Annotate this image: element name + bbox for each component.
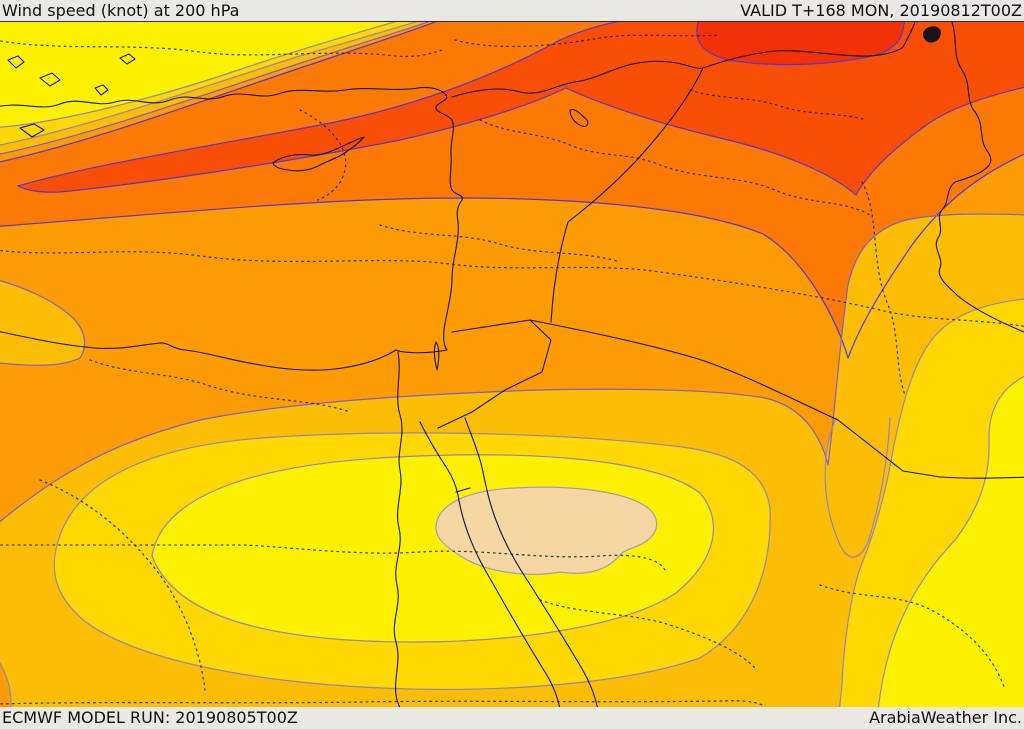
contour-line-east-gold bbox=[839, 298, 1024, 707]
border-syria-iraq bbox=[550, 67, 704, 323]
contour-line-nw-amber bbox=[0, 22, 430, 155]
contour-line-red-core bbox=[696, 22, 905, 66]
contour-line-west-amber-wedge bbox=[0, 279, 86, 366]
coastline-red-sea-east bbox=[464, 417, 598, 707]
island bbox=[19, 123, 45, 138]
lake-dead-sea bbox=[433, 341, 440, 371]
dotted-contours bbox=[0, 34, 1024, 706]
coastline-cyprus bbox=[272, 136, 365, 172]
contour-line-tongue bbox=[824, 417, 891, 558]
attribution-label: ArabiaWeather Inc. bbox=[869, 708, 1022, 727]
contour-line-se-yellow bbox=[877, 375, 1024, 707]
island bbox=[119, 53, 136, 65]
coastline-sinai-tip bbox=[455, 487, 471, 493]
contour-line-sw-corner bbox=[0, 662, 12, 707]
lake-assad bbox=[569, 109, 589, 127]
fill-band-red-orange-jet bbox=[18, 22, 1024, 195]
fill-wedge-nw-yellow bbox=[0, 22, 395, 128]
island bbox=[94, 84, 109, 96]
dotted-contour bbox=[0, 249, 1024, 327]
dotted-contour bbox=[39, 479, 206, 691]
border-saudi-uae bbox=[837, 419, 1024, 479]
contour-line-gold-ring bbox=[53, 432, 771, 690]
aegean-islands bbox=[7, 53, 136, 138]
dotted-contour bbox=[0, 40, 443, 58]
contour-line-dark-orange bbox=[0, 153, 1024, 359]
lake-van bbox=[923, 26, 941, 43]
dotted-contour bbox=[89, 359, 351, 413]
footer-bar: ECMWF MODEL RUN: 20190805T00Z ArabiaWeat… bbox=[0, 707, 1024, 729]
wind-speed-contour-map bbox=[0, 22, 1024, 707]
fill-tongue-amber bbox=[825, 418, 890, 558]
map-title: Wind speed (knot) at 200 hPa bbox=[2, 1, 240, 20]
border-turkey-ne bbox=[902, 22, 916, 48]
island bbox=[7, 55, 25, 69]
contour-line-nw-orange bbox=[0, 22, 437, 163]
dotted-contour bbox=[819, 584, 1006, 691]
coastline-red-sea-west bbox=[419, 421, 561, 707]
fill-minimum-cream bbox=[435, 487, 657, 575]
contour-line-center-yellow bbox=[151, 454, 714, 643]
dotted-contour bbox=[539, 599, 756, 669]
geography-lines bbox=[0, 22, 1024, 707]
coastline-persian-gulf bbox=[935, 181, 1024, 333]
dotted-contour bbox=[454, 34, 721, 48]
coastline-mediterranean bbox=[0, 86, 463, 371]
dotted-contour bbox=[0, 700, 763, 706]
contour-line-jet-upper bbox=[17, 22, 619, 187]
contour-line-jet-lower bbox=[17, 86, 1024, 196]
contour-line-cream-core bbox=[435, 486, 658, 575]
model-run-label: ECMWF MODEL RUN: 20190805T00Z bbox=[2, 708, 298, 727]
contour-line-nw-gold bbox=[0, 22, 418, 146]
valid-time-label: VALID T+168 MON, 20190812T00Z bbox=[740, 1, 1022, 20]
contour-boundaries bbox=[0, 22, 1024, 707]
fill-sw-corner-orange bbox=[0, 663, 11, 707]
header-bar: Wind speed (knot) at 200 hPa VALID T+168… bbox=[0, 0, 1024, 22]
contour-line-nw-yellow bbox=[0, 22, 397, 128]
fill-regions bbox=[0, 22, 1024, 707]
border-iran-iraq bbox=[951, 22, 992, 183]
dotted-contour bbox=[0, 544, 666, 571]
dotted-contour bbox=[379, 224, 621, 263]
dotted-contour bbox=[479, 119, 871, 216]
map-canvas bbox=[0, 22, 1024, 707]
river-nile bbox=[393, 351, 403, 707]
fill-band-red-core bbox=[696, 22, 905, 65]
contour-line-south-amber bbox=[0, 213, 1024, 523]
border-turkey-syria bbox=[451, 46, 904, 98]
dotted-contour bbox=[299, 109, 347, 201]
island bbox=[39, 72, 61, 87]
fill-low-se-yellow bbox=[878, 376, 1024, 707]
border-iraq-saudi bbox=[529, 319, 839, 421]
